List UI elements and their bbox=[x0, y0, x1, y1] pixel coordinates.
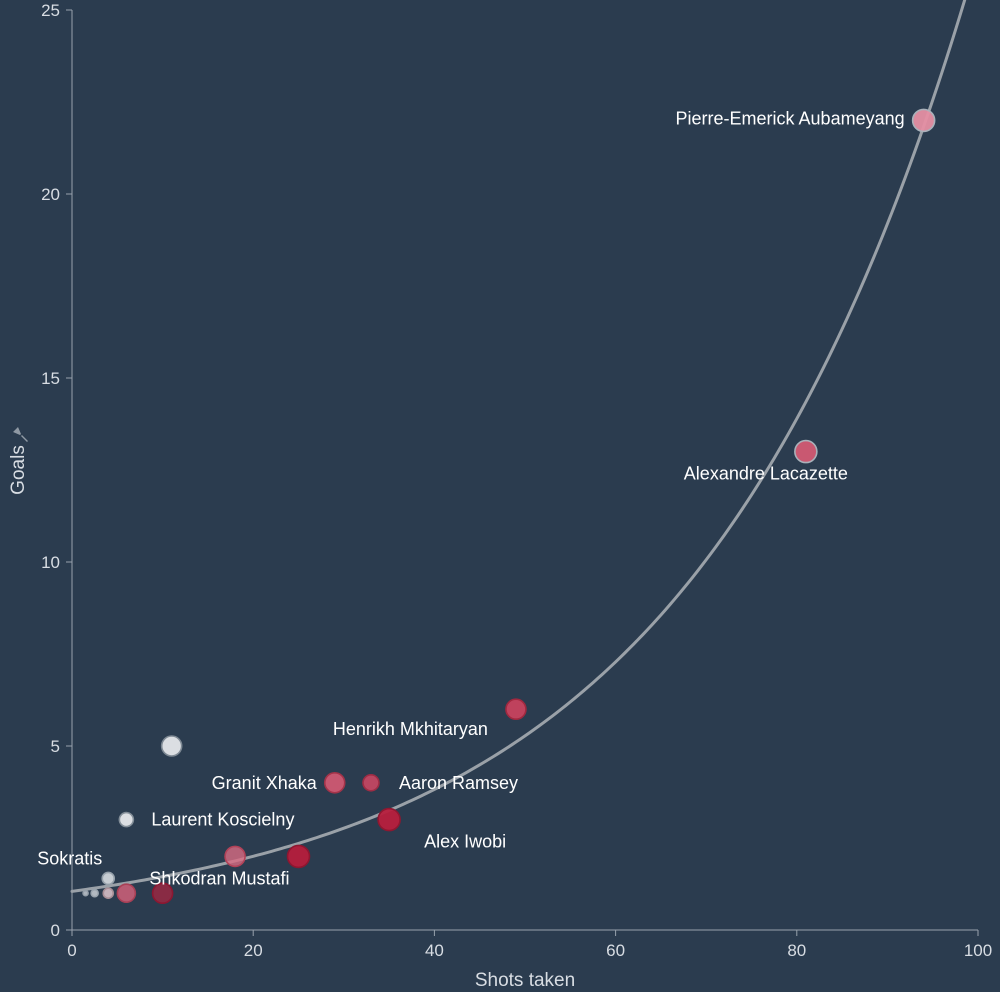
svg-text:10: 10 bbox=[41, 553, 60, 572]
svg-text:80: 80 bbox=[787, 941, 806, 960]
data-point[interactable] bbox=[506, 699, 526, 719]
svg-text:60: 60 bbox=[606, 941, 625, 960]
data-point[interactable] bbox=[325, 773, 345, 793]
point-label: Laurent Koscielny bbox=[151, 810, 294, 830]
data-point[interactable] bbox=[119, 813, 133, 827]
trend-line bbox=[72, 0, 978, 891]
x-axis: 0 20 40 60 80 100 bbox=[67, 930, 992, 960]
svg-text:40: 40 bbox=[425, 941, 444, 960]
data-point[interactable] bbox=[117, 884, 135, 902]
y-axis: 0 5 10 15 20 25 bbox=[41, 1, 72, 940]
y-axis-label: Goals bbox=[8, 445, 29, 495]
data-point[interactable] bbox=[91, 890, 98, 897]
svg-text:0: 0 bbox=[67, 941, 76, 960]
point-label: Sokratis bbox=[37, 848, 102, 868]
data-point[interactable] bbox=[288, 845, 310, 867]
data-point[interactable] bbox=[795, 441, 817, 463]
data-point[interactable] bbox=[102, 872, 114, 884]
point-label: Shkodran Mustafi bbox=[149, 868, 289, 888]
y-axis-label-group: Goals bbox=[8, 427, 29, 495]
svg-text:20: 20 bbox=[41, 185, 60, 204]
point-label: Aaron Ramsey bbox=[399, 773, 518, 793]
point-label: Alex Iwobi bbox=[424, 832, 506, 852]
point-label: Alexandre Lacazette bbox=[684, 464, 848, 484]
data-point[interactable] bbox=[225, 846, 245, 866]
svg-text:20: 20 bbox=[244, 941, 263, 960]
data-point[interactable] bbox=[363, 775, 379, 791]
data-point[interactable] bbox=[162, 736, 182, 756]
data-point[interactable] bbox=[83, 891, 88, 896]
pin-icon bbox=[13, 427, 28, 442]
svg-text:100: 100 bbox=[964, 941, 992, 960]
point-label: Pierre-Emerick Aubameyang bbox=[676, 108, 905, 128]
x-axis-label: Shots taken bbox=[475, 970, 575, 991]
svg-text:5: 5 bbox=[51, 737, 60, 756]
svg-text:0: 0 bbox=[51, 921, 60, 940]
point-label: Granit Xhaka bbox=[212, 773, 318, 793]
data-point[interactable] bbox=[913, 109, 935, 131]
scatter-chart: 0 5 10 15 20 25 0 20 40 60 80 100 Pierre-Emerick A… bbox=[0, 0, 1000, 992]
point-label: Henrikh Mkhitaryan bbox=[333, 719, 488, 739]
data-point[interactable] bbox=[103, 888, 113, 898]
svg-text:25: 25 bbox=[41, 1, 60, 20]
svg-text:15: 15 bbox=[41, 369, 60, 388]
data-point[interactable] bbox=[378, 809, 400, 831]
